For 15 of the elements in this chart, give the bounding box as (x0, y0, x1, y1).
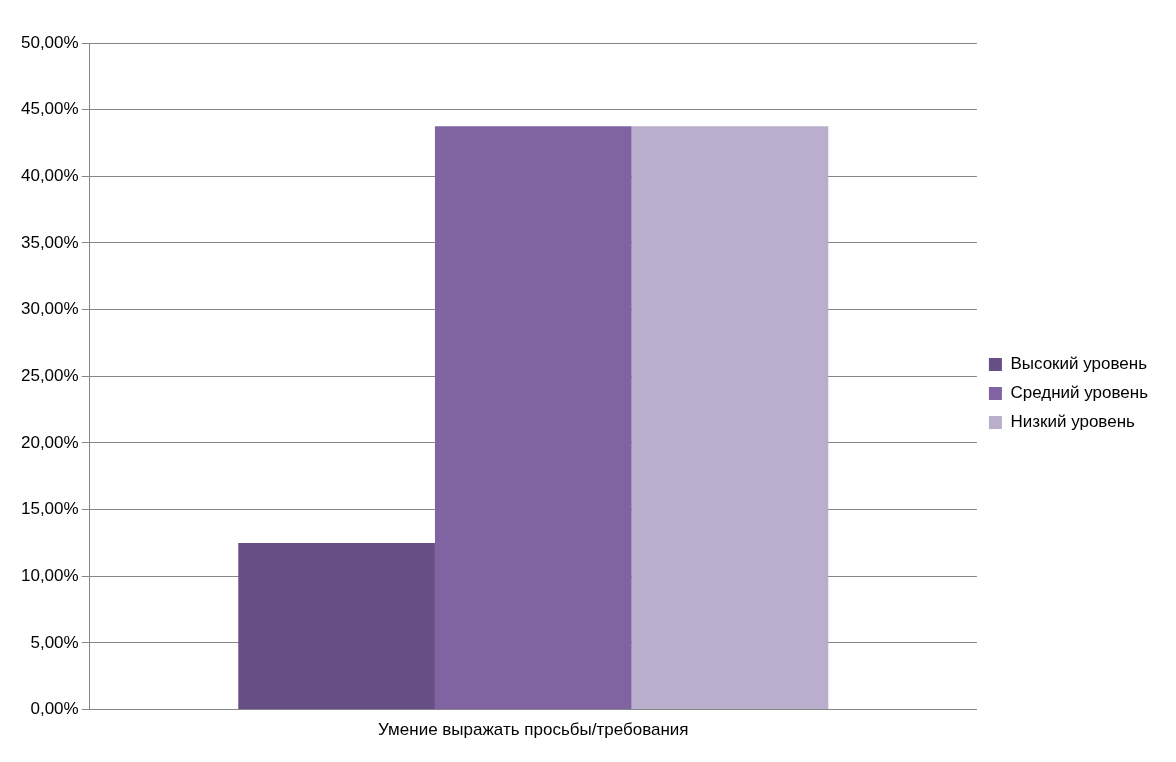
y-tick-label: 15,00% (20, 499, 79, 519)
legend-label: Высокий уровень (1010, 354, 1148, 374)
y-tick-label: 40,00% (20, 166, 79, 186)
legend-label: Средний уровень (1010, 383, 1149, 403)
y-tick-label: 5,00% (30, 632, 79, 652)
y-tick-label: 50,00% (20, 32, 79, 52)
y-tick-label: 20,00% (20, 432, 79, 452)
y-tick-label: 10,00% (20, 565, 79, 585)
x-tick-label: Умение выражать просьбы/требования (378, 720, 689, 740)
y-tick-label: 0,00% (30, 699, 79, 719)
legend-label: Низкий уровень (1010, 412, 1136, 432)
y-tick-label: 35,00% (20, 232, 79, 252)
y-tick-label: 30,00% (20, 299, 79, 319)
y-tick-label: 25,00% (20, 365, 79, 385)
y-tick-label: 45,00% (20, 99, 79, 119)
